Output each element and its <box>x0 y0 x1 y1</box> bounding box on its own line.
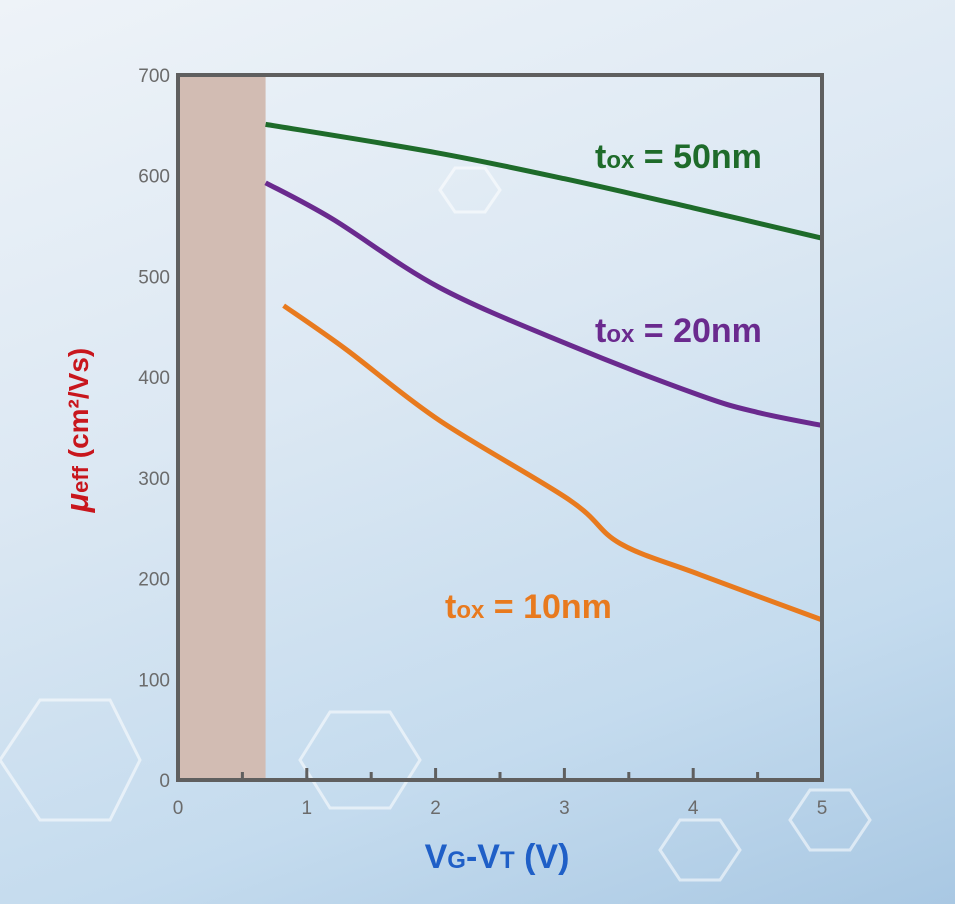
y-tick-label: 600 <box>138 167 170 188</box>
x-tick-label: 4 <box>688 798 699 819</box>
x-tick-label: 1 <box>302 798 313 819</box>
series-label-1: tox = 20nm <box>595 312 762 350</box>
x-tick-label: 0 <box>173 798 184 819</box>
y-tick-label: 400 <box>138 368 170 389</box>
y-tick-label: 300 <box>138 469 170 490</box>
x-axis-label: VG-VT (V) <box>425 838 570 876</box>
y-tick-label: 0 <box>159 771 170 792</box>
y-tick-label: 700 <box>138 66 170 87</box>
x-tick-label: 5 <box>817 798 828 819</box>
y-tick-label: 200 <box>138 570 170 591</box>
y-tick-label: 500 <box>138 267 170 288</box>
x-tick-label: 2 <box>430 798 441 819</box>
background-hexagons <box>0 166 872 882</box>
series-line-2 <box>282 303 823 623</box>
y-axis-label: μeff (cm²/Vs) <box>59 348 95 513</box>
plot-frame <box>176 73 824 782</box>
series-line-1 <box>264 180 823 428</box>
x-tick-label: 3 <box>559 798 570 819</box>
shaded-region <box>178 75 266 780</box>
y-tick-label: 100 <box>138 670 170 691</box>
series-line-0 <box>265 121 823 241</box>
series-label-0: tox = 50nm <box>595 138 762 176</box>
series-label-2: tox = 10nm <box>445 588 612 626</box>
